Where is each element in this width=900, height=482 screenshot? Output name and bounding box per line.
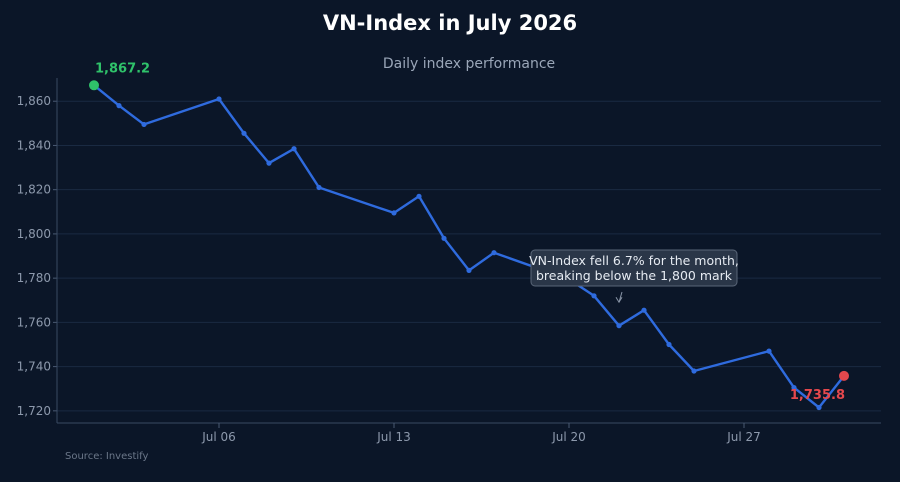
highlight-points: 1,867.2 1,735.8 <box>89 61 849 403</box>
data-point <box>266 160 272 166</box>
data-point <box>216 96 222 102</box>
data-point <box>491 250 497 256</box>
x-tick-label: Jul 20 <box>551 430 586 444</box>
data-point <box>691 368 697 374</box>
data-point <box>416 193 422 199</box>
y-tick-label: 1,740 <box>17 360 51 374</box>
series-layer <box>91 82 847 411</box>
axes <box>56 78 881 424</box>
annotation-text: VN-Index fell 6.7% for the month, <box>529 253 739 268</box>
y-tick-label: 1,820 <box>17 183 51 197</box>
data-point <box>466 267 472 274</box>
x-tick-label: Jul 06 <box>201 430 236 444</box>
grid-lines <box>53 100 881 412</box>
x-tick-labels: Jul 06 Jul 13 Jul 20 Jul 27 <box>201 423 761 444</box>
data-point <box>616 323 622 329</box>
data-point <box>791 385 797 391</box>
data-point <box>241 130 247 136</box>
x-tick-label: Jul 13 <box>376 430 411 444</box>
y-tick-labels: 1,720 1,740 1,760 1,780 1,800 1,820 1,840 1,860 <box>17 94 51 418</box>
end-value-label: 1,735.8 <box>790 388 845 403</box>
y-tick-label: 1,840 <box>17 138 51 152</box>
start-value-label: 1,867.2 <box>95 61 150 76</box>
data-point <box>766 348 772 354</box>
data-point <box>816 404 822 411</box>
data-point <box>116 103 122 109</box>
data-point <box>641 307 647 313</box>
data-point <box>666 341 672 348</box>
y-tick-label: 1,720 <box>17 404 51 418</box>
series-line <box>92 84 846 409</box>
y-tick-label: 1,760 <box>17 315 51 329</box>
data-point <box>291 146 297 152</box>
annotation-text: breaking below the 1,800 mark <box>536 268 733 283</box>
source-note: Source: Investify <box>65 451 149 462</box>
y-tick-label: 1,800 <box>17 227 51 241</box>
annotation-arrowhead <box>615 296 623 304</box>
data-point <box>441 235 447 241</box>
chart-title: VN-Index in July 2026 <box>323 11 577 35</box>
y-tick-label: 1,780 <box>17 271 51 285</box>
data-point <box>391 210 397 216</box>
chart-subtitle: Daily index performance <box>383 56 555 72</box>
end-point-marker <box>839 370 849 381</box>
x-tick-label: Jul 27 <box>726 430 761 444</box>
annotation: VN-Index fell 6.7% for the month,breakin… <box>529 249 739 304</box>
annotation-box <box>530 249 738 287</box>
data-point <box>316 184 322 191</box>
y-tick-label: 1,860 <box>17 94 51 108</box>
data-point <box>141 121 147 128</box>
start-point-marker <box>89 80 99 91</box>
data-point <box>591 293 597 299</box>
